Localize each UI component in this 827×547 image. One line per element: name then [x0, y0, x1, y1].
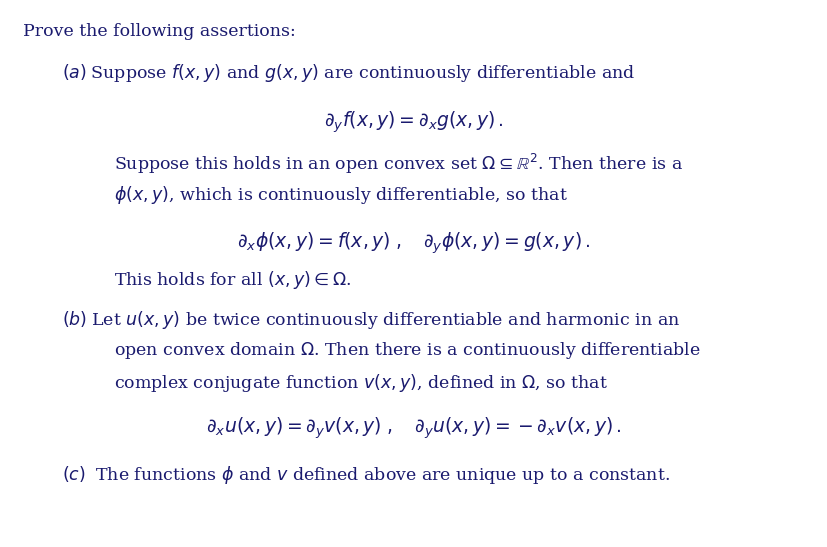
Text: $\partial_y f(x,y) = \partial_x g(x,y)\,.$: $\partial_y f(x,y) = \partial_x g(x,y)\,…	[323, 109, 504, 135]
Text: Prove the following assertions:: Prove the following assertions:	[23, 23, 295, 40]
Text: Suppose this holds in an open convex set $\Omega \subseteq \mathbb{R}^2$. Then t: Suppose this holds in an open convex set…	[114, 152, 682, 176]
Text: This holds for all $(x,y)\in\Omega$.: This holds for all $(x,y)\in\Omega$.	[114, 269, 351, 291]
Text: $(a)\;$Suppose $f(x,y)$ and $g(x,y)$ are continuously differentiable and: $(a)\;$Suppose $f(x,y)$ and $g(x,y)$ are…	[62, 62, 634, 84]
Text: $(c)\;$ The functions $\phi$ and $v$ defined above are unique up to a constant.: $(c)\;$ The functions $\phi$ and $v$ def…	[62, 464, 669, 486]
Text: complex conjugate function $v(x,y)$, defined in $\Omega$, so that: complex conjugate function $v(x,y)$, def…	[114, 372, 608, 394]
Text: $(b)\;$Let $u(x,y)$ be twice continuously differentiable and harmonic in an: $(b)\;$Let $u(x,y)$ be twice continuousl…	[62, 309, 680, 330]
Text: $\phi(x,y)$, which is continuously differentiable, so that: $\phi(x,y)$, which is continuously diffe…	[114, 184, 567, 206]
Text: $\partial_x u(x,y) = \partial_y v(x,y)\;,\quad \partial_y u(x,y) = -\partial_x v: $\partial_x u(x,y) = \partial_y v(x,y)\;…	[206, 416, 621, 441]
Text: $\partial_x\phi(x,y) = f(x,y)\;,\quad \partial_y\phi(x,y) = g(x,y)\,.$: $\partial_x\phi(x,y) = f(x,y)\;,\quad \p…	[237, 231, 590, 257]
Text: open convex domain $\Omega$. Then there is a continuously differentiable: open convex domain $\Omega$. Then there …	[114, 340, 700, 361]
